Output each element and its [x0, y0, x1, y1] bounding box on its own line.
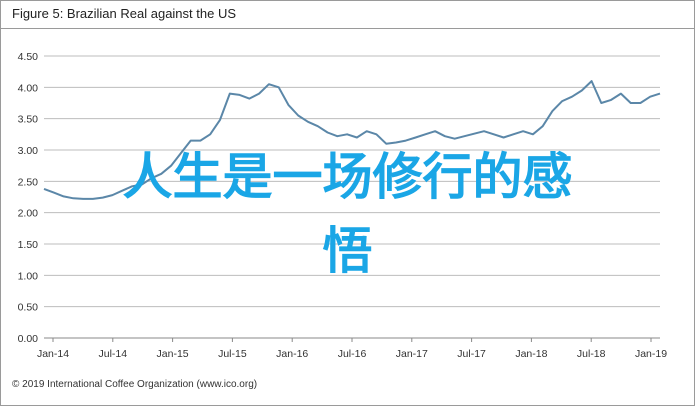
overlay-text-line2: 悟 [322, 222, 373, 280]
x-tick-label: Jan-17 [396, 348, 428, 360]
y-tick-label: 3.50 [18, 114, 39, 126]
x-tick-label: Jul-15 [218, 348, 247, 360]
x-tick-label: Jan-16 [276, 348, 308, 360]
y-tick-label: 0.50 [18, 302, 39, 314]
x-tick-label: Jan-14 [37, 348, 69, 360]
y-tick-label: 1.00 [18, 270, 39, 282]
y-tick-label: 3.00 [18, 145, 39, 157]
y-tick-label: 2.50 [18, 176, 39, 188]
y-tick-label: 4.50 [18, 51, 39, 63]
x-tick-label: Jul-16 [338, 348, 367, 360]
x-tick-label: Jul-17 [457, 348, 486, 360]
y-tick-label: 1.50 [18, 239, 39, 251]
figure-title: Figure 5: Brazilian Real against the US [12, 6, 237, 21]
x-tick-label: Jan-19 [635, 348, 667, 360]
x-tick-label: Jan-18 [515, 348, 547, 360]
y-tick-label: 4.00 [18, 82, 39, 94]
x-tick-label: Jul-14 [98, 348, 127, 360]
y-tick-label: 2.00 [18, 208, 39, 220]
series-line [43, 80, 661, 200]
overlay-text-line1: 人生是一场修行的感 [122, 148, 573, 206]
x-tick-label: Jul-18 [577, 348, 606, 360]
copyright-footer: © 2019 International Coffee Organization… [12, 379, 258, 390]
title-separator [1, 28, 694, 29]
x-tick-label: Jan-15 [157, 348, 189, 360]
y-tick-label: 0.00 [18, 333, 39, 345]
